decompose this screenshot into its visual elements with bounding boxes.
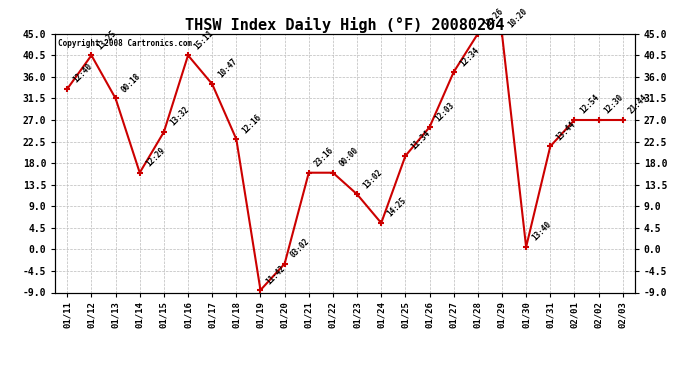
Text: 13:40: 13:40 [531,220,553,243]
Text: 12:54: 12:54 [579,93,601,116]
Text: 11:42: 11:42 [265,263,287,286]
Text: 00:18: 00:18 [120,72,142,94]
Text: 12:29: 12:29 [144,146,166,168]
Text: 15:11: 15:11 [193,28,215,51]
Text: 10:47: 10:47 [217,57,239,80]
Text: 11:26: 11:26 [482,7,504,30]
Text: 03:02: 03:02 [289,237,311,260]
Text: 12:16: 12:16 [241,112,263,135]
Text: 12:03: 12:03 [434,100,456,123]
Text: 11:34: 11:34 [410,129,432,152]
Text: 21:44: 21:44 [627,93,649,116]
Text: 00:00: 00:00 [337,146,359,168]
Text: 13:02: 13:02 [362,167,384,190]
Text: 13:32: 13:32 [168,105,190,128]
Title: THSW Index Daily High (°F) 20080204: THSW Index Daily High (°F) 20080204 [186,16,504,33]
Text: Copyright 2008 Cartronics.com: Copyright 2008 Cartronics.com [58,39,193,48]
Text: 12:40: 12:40 [72,62,94,85]
Text: 10:20: 10:20 [506,7,529,30]
Text: 14:25: 14:25 [386,196,408,219]
Text: 13:25: 13:25 [96,28,118,51]
Text: 23:16: 23:16 [313,146,335,168]
Text: 12:30: 12:30 [603,93,625,116]
Text: 13:44: 13:44 [555,120,577,142]
Text: 12:34: 12:34 [458,45,480,68]
